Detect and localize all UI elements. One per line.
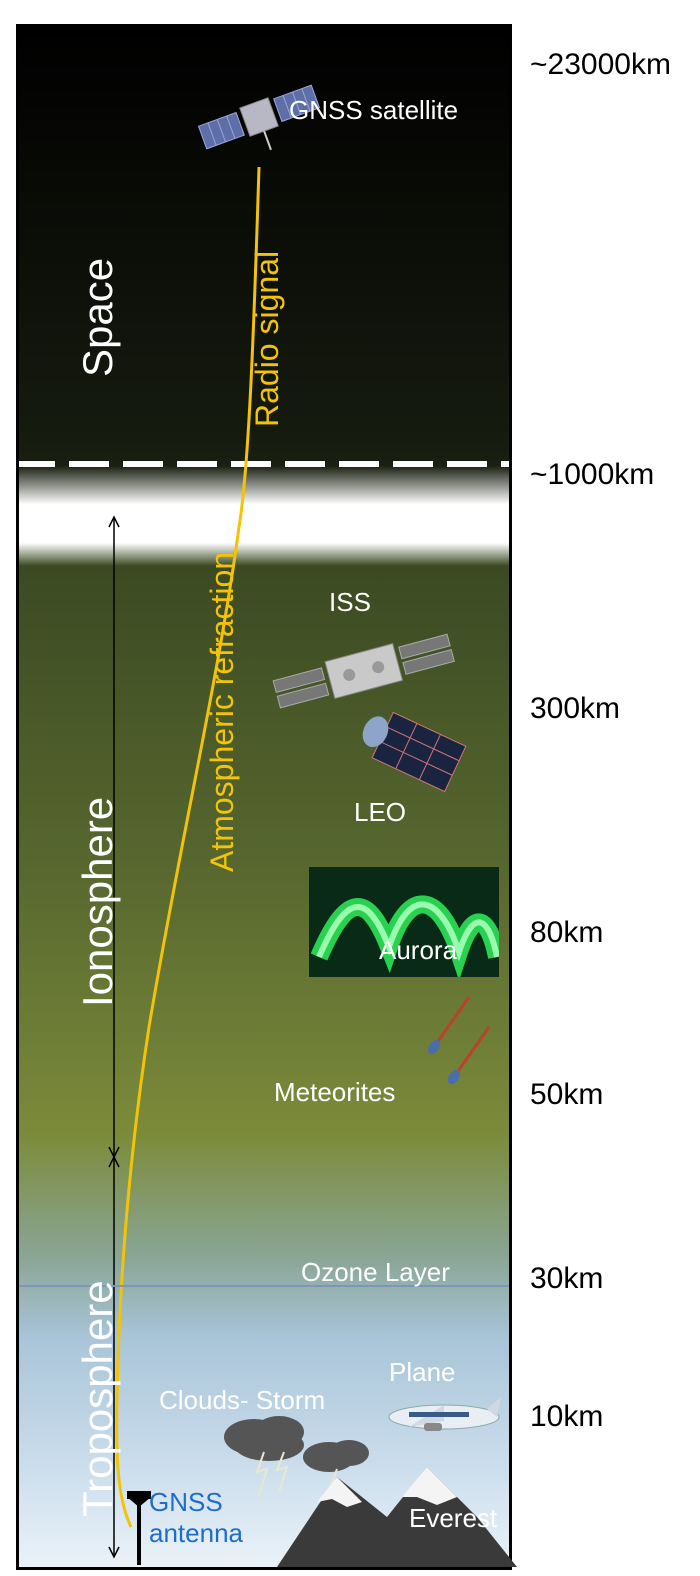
atmospheric-refraction-label: Atmospheric refraction bbox=[204, 552, 241, 872]
plane-icon bbox=[379, 1379, 509, 1449]
leo-satellite-icon bbox=[349, 697, 489, 807]
atmosphere-diagram: Space Ionosphere Troposphere Radio signa… bbox=[16, 24, 512, 1570]
label-aurora: Aurora bbox=[379, 935, 457, 966]
layer-label-troposphere: Troposphere bbox=[74, 1280, 122, 1517]
label-ozone: Ozone Layer bbox=[301, 1257, 450, 1288]
label-iss: ISS bbox=[329, 587, 371, 618]
meteorites-icon bbox=[379, 987, 499, 1097]
layer-label-ionosphere: Ionosphere bbox=[74, 797, 122, 1007]
altitude-1000km: ~1000km bbox=[530, 458, 654, 492]
label-everest: Everest bbox=[409, 1503, 497, 1534]
label-gnss_sat: GNSS satellite bbox=[289, 95, 458, 126]
gnss-antenna-label: GNSSantenna bbox=[149, 1487, 243, 1549]
label-meteor: Meteorites bbox=[274, 1077, 395, 1108]
altitude-10km: 10km bbox=[530, 1400, 603, 1434]
label-plane: Plane bbox=[389, 1357, 456, 1388]
layer-label-space: Space bbox=[74, 258, 122, 377]
altitude-30km: 30km bbox=[530, 1262, 603, 1296]
label-leo: LEO bbox=[354, 797, 406, 828]
altitude-23000km: ~23000km bbox=[530, 48, 671, 82]
altitude-300km: 300km bbox=[530, 692, 620, 726]
radio-signal-label: Radio signal bbox=[249, 251, 286, 427]
altitude-50km: 50km bbox=[530, 1078, 603, 1112]
label-clouds: Clouds- Storm bbox=[159, 1385, 325, 1416]
altitude-80km: 80km bbox=[530, 916, 603, 950]
